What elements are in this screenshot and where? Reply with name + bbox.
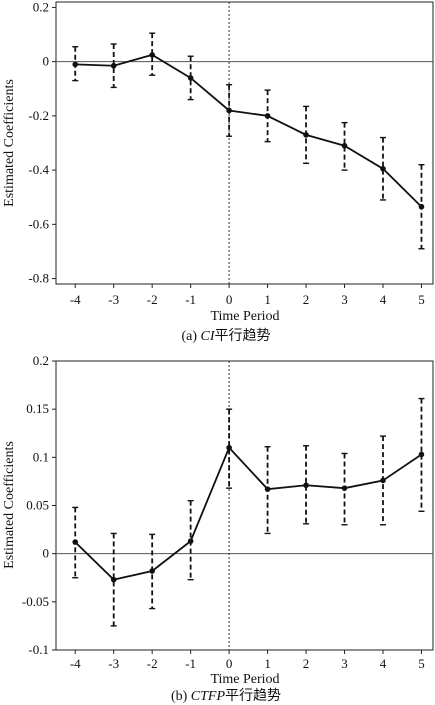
x-tick-label: -4 [70, 656, 81, 671]
y-tick-label: -0.6 [28, 216, 49, 231]
x-tick-label: 3 [341, 656, 348, 671]
x-tick-label: 4 [380, 656, 387, 671]
data-point [149, 568, 155, 574]
caption-a-prefix: (a) [181, 329, 200, 344]
data-point [380, 165, 386, 172]
y-tick-label: 0.2 [33, 353, 49, 368]
y-tick-label: -0.1 [28, 642, 49, 657]
x-tick-label: -2 [147, 292, 158, 307]
data-point [187, 538, 194, 544]
x-tick-label: -2 [147, 656, 158, 671]
x-tick-label: 5 [418, 656, 425, 671]
data-point [341, 142, 348, 149]
data-point [380, 477, 386, 484]
x-tick-label: 0 [226, 656, 233, 671]
y-tick-label: -0.2 [28, 108, 49, 123]
data-point [72, 539, 79, 545]
caption-a: (a) CI平行趋势 [181, 328, 270, 344]
plot-frame [55, 360, 434, 651]
data-point [187, 75, 194, 81]
data-point [264, 113, 271, 119]
caption-b-suffix: 平行趋势 [225, 688, 281, 704]
data-point [149, 52, 155, 58]
data-point [226, 444, 232, 451]
data-point [110, 576, 117, 583]
x-tick-label: 3 [341, 292, 348, 307]
caption-b-prefix: (b) [171, 689, 191, 704]
y-tick-label: 0.2 [33, 0, 49, 14]
marks-b: 0.2 0.15 0.1 0.05 0 -0.05 -0.1 -4 -3 -2 -1 0 1 2 3 4 5 [22, 353, 433, 671]
caption-b: (b) CTFP平行趋势 [171, 688, 281, 704]
x-tick-label: -1 [185, 656, 196, 671]
data-point [264, 486, 271, 492]
x-tick-label: 1 [264, 656, 271, 671]
y-axis-title: Estimated Coefficients [2, 79, 17, 207]
caption-a-suffix: 平行趋势 [215, 328, 271, 344]
x-tick-label: 1 [264, 292, 271, 307]
data-point [303, 132, 309, 138]
x-tick-label: 0 [226, 292, 233, 307]
data-point [341, 485, 348, 491]
x-tick-label: 2 [303, 292, 310, 307]
y-tick-label: -0.4 [28, 162, 49, 177]
caption-a-italic: CI [201, 329, 216, 344]
y-tick-label: 0 [43, 54, 50, 69]
y-tick-label: 0 [43, 546, 50, 561]
x-tick-label: 2 [303, 656, 310, 671]
plot-frame [55, 1, 434, 285]
y-tick-label: 0.1 [33, 449, 49, 464]
chart-panel-b: 0.2 0.15 0.1 0.05 0 -0.05 -0.1 -4 -3 -2 -1 0 1 2 3 4 5 E… [2, 353, 434, 704]
data-point [110, 62, 117, 69]
coefficient-line [74, 446, 422, 581]
y-tick-label: -0.05 [22, 594, 49, 609]
y-tick-label: 0.05 [26, 498, 49, 513]
chart-panel-a: 0.2 0 -0.2 -0.4 -0.6 -0.8 -4 -3 -2 -1 0 1 2 3 4 5 Estim… [2, 0, 434, 344]
data-point [226, 107, 232, 114]
x-tick-label: -3 [108, 292, 119, 307]
x-tick-label: -4 [70, 292, 81, 307]
data-point [72, 61, 79, 68]
y-axis-title: Estimated Coefficients [2, 441, 17, 569]
x-axis-title: Time Period [210, 309, 279, 324]
x-tick-label: 5 [418, 292, 425, 307]
data-point [303, 482, 309, 489]
x-tick-label: -3 [108, 656, 119, 671]
data-point [418, 451, 425, 458]
x-axis-title: Time Period [210, 672, 279, 687]
caption-b-italic: CTFP [191, 689, 226, 704]
marks-a: 0.2 0 -0.2 -0.4 -0.6 -0.8 -4 -3 -2 -1 0 1 2 3 4 5 [28, 0, 433, 307]
y-tick-label: 0.15 [26, 401, 49, 416]
data-point [418, 203, 425, 210]
coefficient-line [75, 53, 423, 208]
x-tick-label: 4 [380, 292, 387, 307]
x-tick-label: -1 [185, 292, 196, 307]
y-tick-label: -0.8 [28, 271, 49, 286]
